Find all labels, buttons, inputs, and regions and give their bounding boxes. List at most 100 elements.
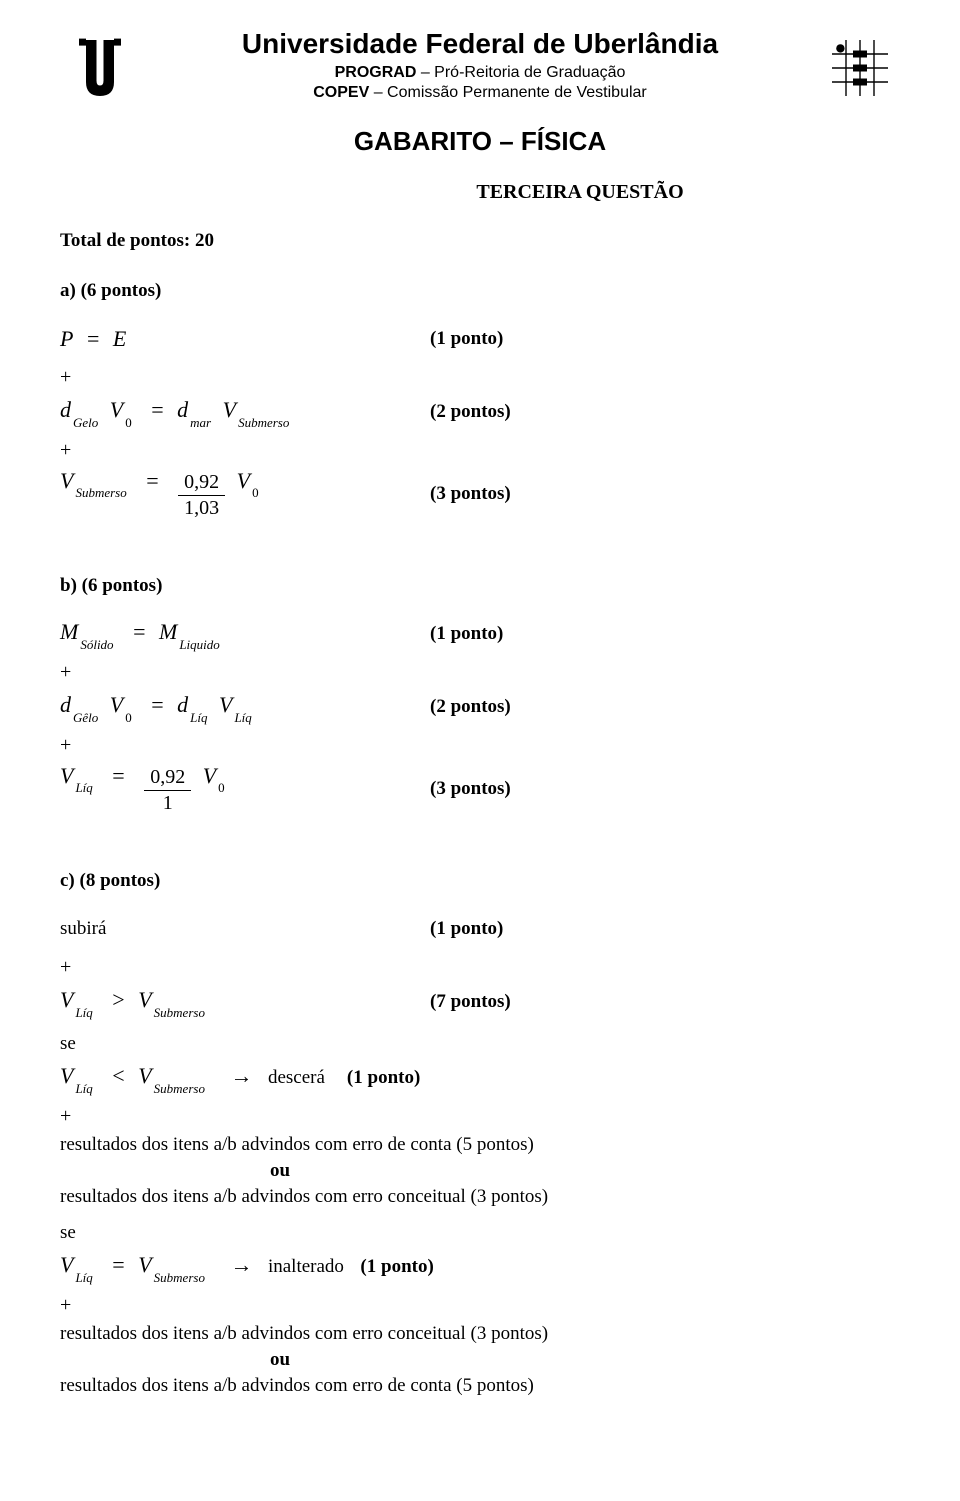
sym-V: V [110, 692, 123, 717]
sym-eq: = [151, 692, 163, 717]
sym-V: V [60, 1063, 73, 1088]
sym-V2: V [237, 468, 250, 493]
sym-d: d [60, 397, 71, 422]
eq-a1-pts: (1 ponto) [430, 328, 503, 350]
ou-2: ou [270, 1349, 900, 1371]
plus-c3: + [60, 1294, 900, 1317]
prograd-line: PROGRAD – Pró-Reitoria de Graduação [168, 64, 792, 82]
plus-c1: + [60, 956, 900, 979]
eq-c1-left: VLíq > VSubmerso [60, 987, 430, 1016]
eq-b2: dGêlo V0 = dLíq VLíq (2 pontos) [60, 690, 900, 724]
plus-b1: + [60, 661, 900, 684]
eq-b2-left: dGêlo V0 = dLíq VLíq [60, 692, 430, 721]
prograd-rest: – Pró-Reitoria de Graduação [416, 64, 625, 81]
sym-E: E [113, 326, 126, 351]
university-title: Universidade Federal de Uberlândia [168, 28, 792, 60]
university-logo-icon [65, 33, 135, 103]
eq-b1-pts: (1 ponto) [430, 623, 503, 645]
eq-a2: dGelo V0 = dmar VSubmerso (2 pontos) [60, 395, 900, 429]
plus-a1: + [60, 366, 900, 389]
sym-V: V [60, 763, 73, 788]
frac-den: 1,03 [178, 496, 225, 519]
sub-liq: Líq [75, 1081, 92, 1096]
sub-liq: Líq [75, 1270, 92, 1285]
header-row: Universidade Federal de Uberlândia PROGR… [60, 28, 900, 108]
eq-c3-left: VLíq = VSubmerso → inalterado [60, 1252, 360, 1281]
sub-submerso: Submerso [238, 415, 289, 430]
sub-mar: mar [190, 415, 211, 430]
copev-line: COPEV – Comissão Permanente de Vestibula… [168, 84, 792, 102]
sub-gelo: Gelo [73, 415, 98, 430]
plus-c2: + [60, 1105, 900, 1128]
word-descera: descerá [268, 1067, 325, 1088]
arrow-icon: → [230, 1252, 252, 1277]
sym-lt: < [112, 1063, 124, 1088]
sym-gt: > [112, 987, 124, 1012]
res-conta-2: resultados dos itens a/b advindos com er… [60, 1375, 900, 1397]
eq-a3: VSubmerso = 0,92 1,03 V0 (3 pontos) [60, 468, 900, 519]
sym-d: d [60, 692, 71, 717]
copev-bold: COPEV [313, 84, 369, 101]
eq-c2: VLíq < VSubmerso → descerá (1 ponto) [60, 1061, 900, 1095]
eq-c1-pts: (7 pontos) [430, 991, 511, 1013]
sub-solido: Sólido [80, 637, 113, 652]
sym-V: V [60, 468, 73, 493]
eq-b1-left: MSólido = MLiquido [60, 619, 430, 648]
sub-liq: Líq [75, 1005, 92, 1020]
ou-1: ou [270, 1160, 900, 1182]
arrow-icon: → [230, 1063, 252, 1088]
frac-num: 0,92 [144, 767, 191, 791]
eq-b1: MSólido = MLiquido (1 ponto) [60, 617, 900, 651]
sym-P: P [60, 326, 73, 351]
sym-V2: V [138, 1063, 151, 1088]
eq-b2-pts: (2 pontos) [430, 696, 511, 718]
part-a-label: a) (6 pontos) [60, 280, 900, 302]
res-conta-1: resultados dos itens a/b advindos com er… [60, 1134, 900, 1156]
eq-c2-pts: (1 ponto) [347, 1067, 420, 1089]
total-points: Total de pontos: 20 [60, 230, 900, 252]
eq-b3-left: VLíq = 0,92 1 V0 [60, 763, 430, 814]
fraction: 0,92 1,03 [178, 472, 225, 519]
logo-left [60, 28, 140, 108]
header-center: Universidade Federal de Uberlândia PROGR… [168, 28, 792, 104]
logo-right [820, 28, 900, 108]
sym-eq: = [112, 763, 124, 788]
sub-submerso: Submerso [154, 1270, 205, 1285]
sym-V: V [60, 1252, 73, 1277]
res-conceitual-1: resultados dos itens a/b advindos com er… [60, 1186, 900, 1208]
sub-0: 0 [218, 780, 225, 795]
sym-V: V [110, 397, 123, 422]
eq-c2-left: VLíq < VSubmerso → descerá [60, 1063, 347, 1092]
sym-V2: V [203, 763, 216, 788]
eq-c3-pts: (1 ponto) [360, 1256, 433, 1278]
subira-pts: (1 ponto) [430, 918, 503, 940]
sym-d2: d [177, 397, 188, 422]
sub-liq: Líq [75, 780, 92, 795]
sub-submerso: Submerso [154, 1005, 205, 1020]
sym-eq: = [151, 397, 163, 422]
eq-a2-pts: (2 pontos) [430, 401, 511, 423]
eq-a1-left: P = E [60, 326, 430, 352]
sym-V2: V [138, 987, 151, 1012]
eq-a3-pts: (3 pontos) [430, 483, 511, 505]
sym-M: M [60, 619, 78, 644]
sym-eq: = [112, 1252, 124, 1277]
word-inalterado: inalterado [268, 1256, 344, 1277]
eq-c1: VLíq > VSubmerso (7 pontos) [60, 985, 900, 1019]
sub-gelo: Gêlo [73, 710, 98, 725]
eq-c-subira: subirá (1 ponto) [60, 912, 900, 946]
sym-eq: = [146, 468, 158, 493]
plus-b2: + [60, 734, 900, 757]
sub-0: 0 [252, 485, 259, 500]
eq-a2-left: dGelo V0 = dmar VSubmerso [60, 397, 430, 426]
eq-a3-left: VSubmerso = 0,92 1,03 V0 [60, 468, 430, 519]
sym-eq: = [133, 619, 145, 644]
sub-submerso: Submerso [75, 485, 126, 500]
sub-liq2: Líq [234, 710, 251, 725]
sub-liquido: Liquido [179, 637, 219, 652]
plus-a2: + [60, 439, 900, 462]
sym-V2: V [138, 1252, 151, 1277]
part-b-label: b) (6 pontos) [60, 575, 900, 597]
part-c-label: c) (8 pontos) [60, 870, 900, 892]
eq-a1: P = E (1 ponto) [60, 322, 900, 356]
